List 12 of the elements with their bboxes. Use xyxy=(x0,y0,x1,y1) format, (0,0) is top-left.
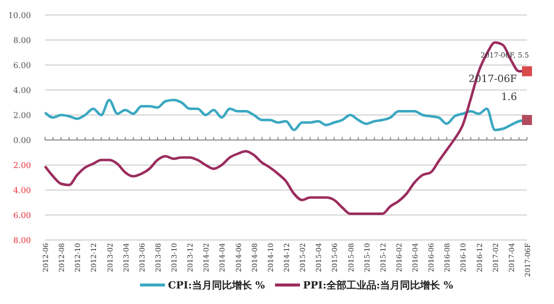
y-tick-label: 0.00 xyxy=(13,136,31,145)
y-tick-label: 6.00 xyxy=(13,210,31,220)
y-tick-label: 8.00 xyxy=(13,36,31,45)
y-tick-label: 2.00 xyxy=(13,110,31,120)
legend-label: CPI:当月同比增长 % xyxy=(168,280,266,292)
y-tick-label: 4.00 xyxy=(13,186,31,195)
y-tick-label: 8.00 xyxy=(13,236,31,245)
y-tick-label: 10.00 xyxy=(8,10,31,20)
y-tick-label: 6.00 xyxy=(13,60,31,70)
y-tick-label: 4.00 xyxy=(13,86,31,95)
y-tick-label: 2.00 xyxy=(13,160,31,170)
legend-label: PPI:全部工业品:当月同比增长 % xyxy=(303,280,454,292)
